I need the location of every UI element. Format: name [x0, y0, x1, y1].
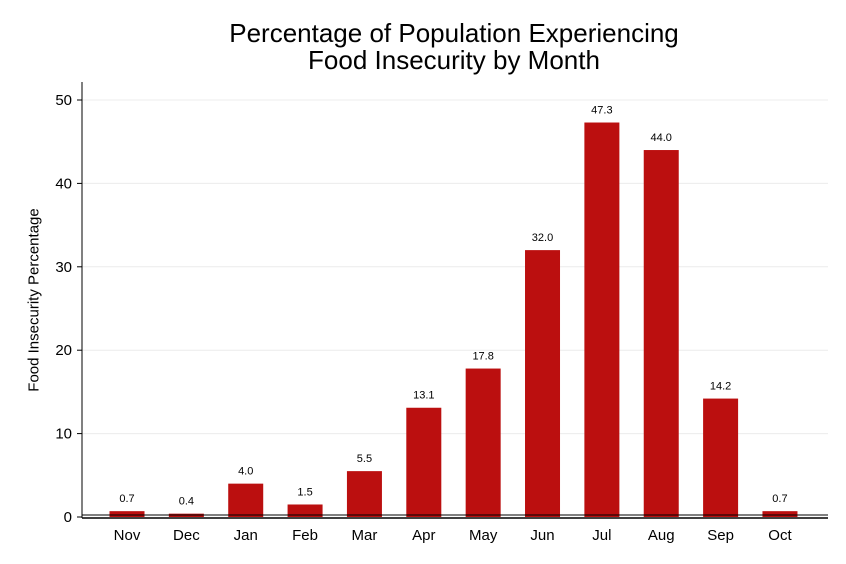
- x-tick-label: Aug: [648, 527, 675, 544]
- bar: [465, 368, 501, 517]
- bar: [406, 407, 442, 517]
- data-label: 17.8: [472, 351, 493, 363]
- y-tick-label: 20: [55, 342, 72, 359]
- x-tick-label: Nov: [114, 527, 141, 544]
- data-label: 5.5: [357, 453, 372, 465]
- y-axis-ticks: 0 10 20 30 40 50: [55, 92, 82, 526]
- data-label: 32.0: [532, 232, 553, 244]
- bar: [287, 504, 323, 517]
- gridlines: [82, 99, 828, 435]
- y-tick-label: 50: [55, 92, 72, 109]
- data-label: 4.0: [238, 466, 253, 478]
- data-label: 13.1: [413, 390, 434, 402]
- chart-title: Percentage of Population Experiencing Fo…: [0, 20, 846, 74]
- y-tick-label: 0: [64, 509, 72, 526]
- bar: [584, 122, 620, 517]
- bar: [109, 511, 145, 517]
- x-tick-label: Jul: [592, 527, 611, 544]
- data-label: 14.2: [710, 381, 731, 393]
- bars: [109, 122, 798, 518]
- data-label: 1.5: [297, 486, 312, 498]
- bar: [643, 150, 679, 518]
- y-tick-label: 40: [55, 175, 72, 192]
- x-tick-label: May: [469, 527, 498, 544]
- data-labels: 0.7 0.4 4.0 1.5 5.5 13.1 17.8 32.0 47.3 44.0 14.2 0…: [119, 105, 787, 508]
- chart-title-line-2: Food Insecurity by Month: [308, 45, 600, 75]
- x-tick-label: Sep: [707, 527, 734, 544]
- bar: [346, 471, 382, 517]
- x-axis-ticks: Nov Dec Jan Feb Mar Apr May Jun Jul Aug Sep Oct: [114, 527, 793, 544]
- bar: [762, 511, 798, 517]
- data-label: 47.3: [591, 105, 612, 117]
- data-label: 0.7: [119, 493, 134, 505]
- bar: [703, 398, 739, 517]
- data-label: 0.7: [772, 493, 787, 505]
- chart-title-line-1: Percentage of Population Experiencing: [229, 18, 679, 48]
- x-tick-label: Feb: [292, 527, 318, 544]
- x-tick-label: Jan: [234, 527, 258, 544]
- x-tick-label: Mar: [352, 527, 378, 544]
- y-tick-label: 10: [55, 426, 72, 443]
- x-tick-label: Oct: [768, 527, 792, 544]
- data-label: 44.0: [651, 132, 672, 144]
- x-tick-label: Dec: [173, 527, 200, 544]
- bar: [228, 483, 264, 517]
- bar: [525, 250, 561, 517]
- x-tick-label: Jun: [530, 527, 554, 544]
- data-label: 0.4: [179, 496, 194, 508]
- y-tick-label: 30: [55, 259, 72, 276]
- x-tick-label: Apr: [412, 527, 435, 544]
